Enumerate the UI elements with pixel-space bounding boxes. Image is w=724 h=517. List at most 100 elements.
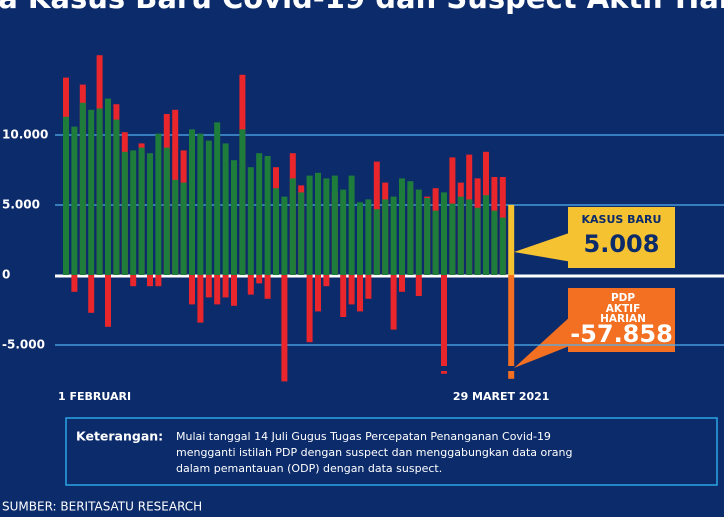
bar <box>105 98 111 275</box>
bar <box>197 133 204 275</box>
bar <box>71 275 78 292</box>
bar <box>189 275 195 305</box>
bar <box>79 102 86 275</box>
bar <box>155 275 162 287</box>
bar <box>357 202 363 275</box>
broken-bar <box>441 275 447 374</box>
broken-bar <box>508 275 515 379</box>
bar <box>306 175 313 275</box>
bar <box>457 196 464 275</box>
bar <box>348 275 355 305</box>
bar <box>315 172 321 275</box>
bar <box>508 204 515 275</box>
bar <box>205 140 212 275</box>
bar <box>340 275 347 317</box>
bar <box>399 178 405 275</box>
callout-title: KASUS BARU <box>581 213 662 226</box>
note-line: dalam pemantauan (ODP) dengan data suspe… <box>176 462 442 475</box>
bar <box>499 217 506 275</box>
source: SUMBER: BERITASATU RESEARCH <box>2 500 202 514</box>
bar <box>466 199 473 275</box>
bar <box>441 192 447 275</box>
bar <box>424 198 431 275</box>
bar <box>239 129 246 275</box>
bar-part <box>508 275 515 366</box>
bar <box>247 275 254 295</box>
bar <box>205 275 212 298</box>
bar <box>289 178 296 275</box>
bar <box>483 195 489 275</box>
bar <box>138 147 145 275</box>
bar <box>415 189 422 275</box>
bar <box>264 275 271 299</box>
bar <box>298 192 305 275</box>
bar <box>113 119 120 275</box>
bar <box>399 275 405 292</box>
bar <box>163 147 170 275</box>
bar <box>390 196 397 275</box>
bar <box>415 275 422 296</box>
x-tick-label: 1 FEBRUARI <box>58 390 131 403</box>
bar <box>491 210 498 275</box>
callout-box <box>568 207 675 268</box>
bar <box>147 153 153 275</box>
bar <box>88 109 95 275</box>
callout-value: -57.858 <box>570 320 673 348</box>
bar <box>264 156 271 275</box>
title: Data Kasus Baru Covid-19 dan Suspect Akt… <box>0 0 724 15</box>
bar <box>105 275 111 327</box>
bar <box>273 188 279 275</box>
note-line: mengganti istilah PDP dengan suspect dan… <box>176 446 572 459</box>
note-line: Mulai tanggal 14 Juli Gugus Tugas Percep… <box>176 430 551 443</box>
bar <box>222 275 229 298</box>
bar <box>88 275 95 313</box>
bar <box>180 182 187 275</box>
bar <box>474 207 481 275</box>
bar <box>231 275 237 306</box>
bar <box>130 150 137 275</box>
bar <box>382 199 389 275</box>
bar <box>432 210 439 275</box>
bar <box>147 275 153 287</box>
bar-part <box>508 371 515 379</box>
bar <box>449 203 456 275</box>
bar <box>197 275 204 323</box>
bar <box>323 178 330 275</box>
bar <box>340 189 347 275</box>
bar <box>365 199 372 275</box>
x-tick-label: 29 MARET 2021 <box>453 390 550 403</box>
bar <box>189 129 195 275</box>
bar <box>172 179 179 275</box>
bar <box>121 151 128 275</box>
bar <box>247 167 254 275</box>
bar <box>63 116 69 275</box>
bar <box>407 181 414 275</box>
bar <box>323 275 330 287</box>
bar <box>390 275 397 330</box>
callout-pointer <box>514 315 572 368</box>
bar <box>373 209 380 275</box>
y-tick-label: 10.000 <box>2 128 48 142</box>
callout-title: PDP AKTIF HARIAN <box>600 292 646 325</box>
callout-pointer <box>514 232 572 262</box>
bar <box>71 126 78 275</box>
bar <box>214 122 221 276</box>
bar <box>256 153 263 275</box>
bar <box>96 108 103 276</box>
callout-box <box>568 288 675 352</box>
bar <box>281 196 288 275</box>
bar <box>155 133 162 275</box>
bar <box>231 160 237 275</box>
y-tick-label: 5.000 <box>2 198 40 212</box>
bar <box>365 275 372 299</box>
bar <box>306 275 313 343</box>
bar <box>130 275 137 287</box>
y-tick-label: -5.000 <box>2 338 45 352</box>
bar <box>256 275 263 284</box>
bar <box>222 143 229 275</box>
y-tick-label: 0 <box>2 268 10 282</box>
note-box <box>65 417 718 486</box>
bar <box>281 275 288 382</box>
